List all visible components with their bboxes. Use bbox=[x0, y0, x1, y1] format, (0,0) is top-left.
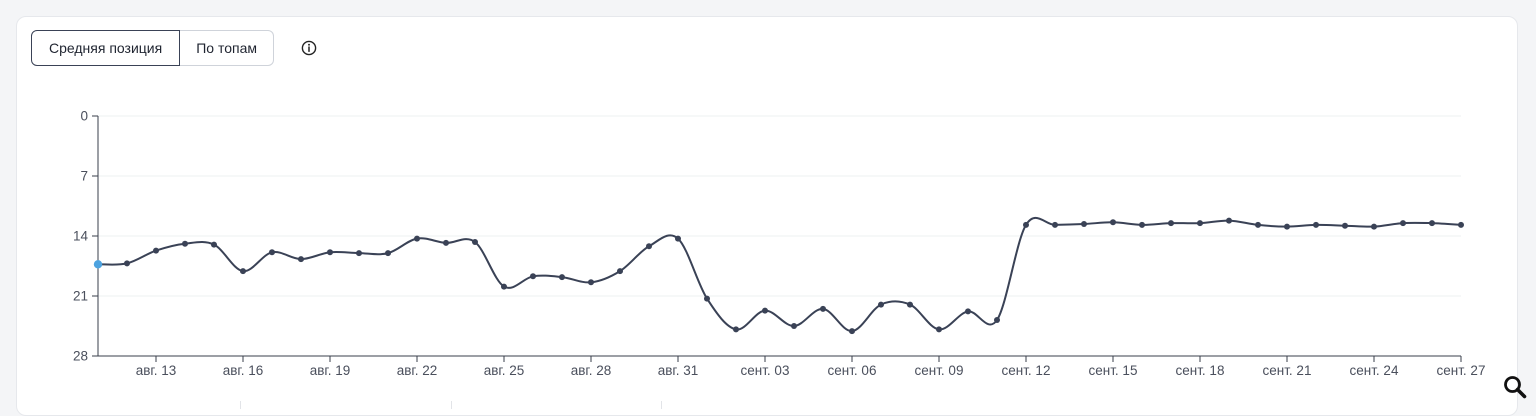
data-point bbox=[907, 301, 913, 308]
x-tick-label: авг. 22 bbox=[397, 363, 437, 378]
data-point bbox=[1197, 220, 1203, 227]
data-point bbox=[820, 305, 826, 312]
data-point bbox=[704, 295, 710, 302]
data-point bbox=[675, 235, 681, 242]
data-point bbox=[936, 326, 942, 333]
x-tick-label: сент. 09 bbox=[915, 363, 964, 378]
table-column-divider bbox=[661, 401, 662, 409]
data-point bbox=[733, 326, 739, 333]
data-point bbox=[1110, 219, 1116, 226]
x-tick-label: авг. 28 bbox=[571, 363, 611, 378]
data-point bbox=[849, 328, 855, 335]
tab-by-tops[interactable]: По топам bbox=[180, 30, 274, 66]
chart-points bbox=[93, 217, 1464, 335]
data-point bbox=[1313, 221, 1319, 228]
data-point-highlight bbox=[93, 260, 103, 269]
x-tick-label: сент. 12 bbox=[1002, 363, 1051, 378]
y-tick-label: 21 bbox=[73, 289, 88, 304]
data-point bbox=[878, 301, 884, 308]
data-point bbox=[240, 268, 246, 275]
info-circle-icon[interactable] bbox=[300, 39, 318, 57]
data-point bbox=[1023, 221, 1029, 228]
data-point bbox=[646, 243, 652, 250]
table-column-divider bbox=[451, 401, 452, 409]
data-point bbox=[588, 279, 594, 286]
data-point bbox=[791, 323, 797, 329]
x-tick-label: авг. 31 bbox=[658, 363, 698, 378]
x-tick-label: сент. 06 bbox=[828, 363, 877, 378]
y-tick-label: 0 bbox=[80, 109, 88, 124]
chart-series bbox=[97, 216, 1462, 333]
data-point bbox=[1400, 220, 1406, 227]
data-point bbox=[385, 250, 391, 257]
x-tick-label: сент. 27 bbox=[1437, 363, 1486, 378]
data-point bbox=[443, 239, 449, 246]
data-point bbox=[269, 249, 275, 256]
data-point bbox=[1052, 221, 1058, 228]
y-tick-label: 7 bbox=[80, 169, 88, 184]
data-point bbox=[1429, 220, 1435, 227]
data-point bbox=[182, 240, 188, 247]
data-point bbox=[211, 241, 217, 248]
data-point bbox=[1139, 221, 1145, 228]
data-point bbox=[617, 268, 623, 275]
x-tick-label: авг. 16 bbox=[223, 363, 263, 378]
data-point bbox=[327, 249, 333, 256]
chart-axes: 0 7 14 21 28 авг. 13 авг. 16 авг. 19 авг. 22 авг.… bbox=[73, 109, 1485, 379]
data-point bbox=[530, 273, 536, 280]
data-point bbox=[298, 256, 304, 263]
data-point bbox=[559, 274, 565, 281]
y-tick-label: 14 bbox=[73, 229, 89, 244]
x-tick-label: сент. 03 bbox=[741, 363, 790, 378]
data-point bbox=[1255, 221, 1261, 228]
data-point bbox=[1342, 222, 1348, 229]
magnifier-icon[interactable] bbox=[1502, 374, 1528, 400]
data-point bbox=[501, 283, 507, 290]
data-point bbox=[1226, 217, 1232, 224]
metric-toggle: Средняя позиция По топам bbox=[31, 30, 274, 66]
x-tick-label: авг. 19 bbox=[310, 363, 350, 378]
tab-average-position[interactable]: Средняя позиция bbox=[31, 30, 181, 66]
data-point bbox=[414, 235, 420, 242]
chart-grid bbox=[98, 115, 1461, 297]
data-point bbox=[965, 308, 971, 315]
x-tick-label: сент. 15 bbox=[1089, 363, 1138, 378]
data-point bbox=[1458, 221, 1464, 228]
series-line bbox=[97, 216, 1462, 333]
y-tick-label: 28 bbox=[73, 349, 88, 364]
data-point bbox=[124, 260, 130, 267]
data-point bbox=[153, 247, 159, 254]
x-tick-label: сент. 21 bbox=[1263, 363, 1312, 378]
data-point bbox=[1371, 223, 1377, 230]
data-point bbox=[1081, 221, 1087, 227]
x-tick-label: сент. 18 bbox=[1176, 363, 1225, 378]
x-tick-label: сент. 24 bbox=[1350, 363, 1399, 378]
data-point bbox=[994, 317, 1000, 323]
data-point bbox=[1168, 220, 1174, 227]
data-point bbox=[472, 239, 478, 245]
x-tick-label: авг. 13 bbox=[136, 363, 176, 378]
data-point bbox=[1284, 223, 1290, 230]
data-point bbox=[356, 250, 362, 257]
chart-card bbox=[16, 16, 1518, 416]
table-column-divider bbox=[240, 401, 241, 409]
data-point bbox=[762, 307, 768, 314]
x-tick-label: авг. 25 bbox=[484, 363, 524, 378]
